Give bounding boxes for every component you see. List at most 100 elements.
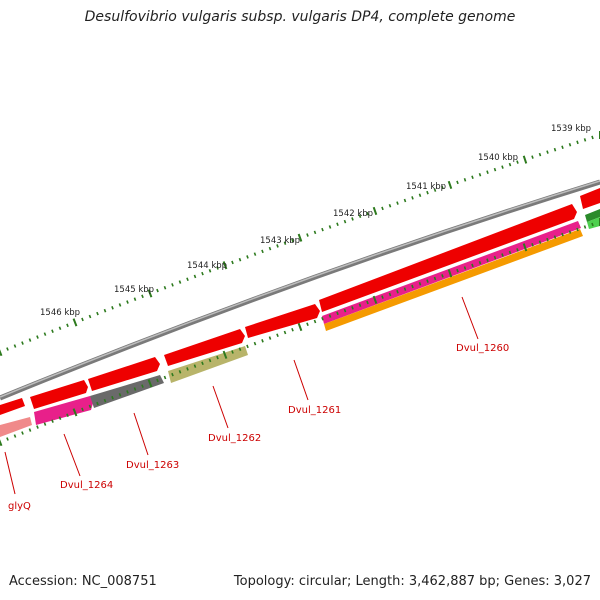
ruler-minor-tick [433, 276, 437, 281]
ruler-minor-tick [58, 416, 62, 420]
ruler-minor-tick [471, 263, 474, 268]
ruler-minor-tick [283, 241, 287, 245]
inner-scale-ruler [0, 218, 600, 447]
gene-label-dvul-1263[interactable]: Dvul_1263 [126, 460, 179, 471]
ruler-minor-tick [553, 235, 557, 239]
ruler-minor-tick [178, 370, 182, 374]
gene-label-glyq[interactable]: glyQ [8, 501, 31, 512]
ruler-minor-tick [508, 250, 512, 255]
feature-pink[interactable] [0, 417, 32, 437]
ruler-major-tick [222, 261, 228, 270]
ruler-minor-tick [366, 211, 369, 216]
ruler-minor-tick [208, 358, 212, 363]
ruler-minor-tick [306, 233, 309, 237]
feature-olive[interactable] [168, 346, 248, 383]
ruler-major-tick [147, 379, 153, 388]
accession-text: Accession: NC_008751 [9, 574, 157, 589]
gene-label-dvul-1261[interactable]: Dvul_1261 [288, 405, 341, 416]
ruler-minor-tick [21, 341, 24, 345]
gene-label-dvul-1260[interactable]: Dvul_1260 [456, 343, 509, 354]
ruler-major-tick [297, 233, 303, 242]
ruler-minor-tick [28, 428, 32, 432]
gene-feature[interactable] [164, 329, 245, 366]
gene-feature[interactable] [580, 188, 600, 209]
ruler-minor-tick [51, 419, 54, 423]
label-leaders [4, 296, 479, 495]
ruler-minor-tick [583, 225, 587, 229]
ruler-minor-tick [456, 268, 459, 273]
ruler-minor-tick [358, 303, 362, 307]
ruler-minor-tick [66, 323, 69, 328]
ruler-minor-tick [231, 350, 234, 354]
ruler-minor-tick [246, 255, 249, 259]
ruler-minor-tick [21, 431, 24, 435]
ruler-major-tick [147, 289, 153, 298]
kbp-label: 1546 kbp [40, 308, 80, 318]
ruler-minor-tick [163, 285, 167, 290]
feature-green[interactable] [585, 209, 600, 222]
ruler-minor-tick [193, 364, 197, 368]
ruler-major-tick [372, 295, 378, 304]
ruler-minor-tick [276, 333, 279, 338]
feature-orange[interactable] [324, 229, 583, 331]
feature-magenta[interactable] [34, 396, 93, 425]
gene-label-dvul-1262[interactable]: Dvul_1262 [208, 433, 261, 444]
gene-feature[interactable] [245, 304, 320, 338]
ruler-minor-tick [426, 190, 429, 195]
ruler-minor-tick [43, 422, 47, 426]
feature-light-green[interactable] [587, 217, 600, 229]
ruler-minor-tick [388, 292, 392, 297]
ruler-minor-tick [186, 277, 189, 282]
ruler-minor-tick [403, 287, 407, 291]
ruler-major-tick [222, 350, 228, 359]
ruler-minor-tick [538, 240, 542, 244]
ruler-minor-tick [163, 375, 167, 380]
ruler-minor-tick [6, 347, 9, 351]
ruler-minor-tick [516, 248, 519, 252]
ruler-minor-tick [261, 249, 264, 254]
kbp-label: 1542 kbp [333, 209, 373, 219]
gene-feature[interactable] [30, 380, 88, 409]
ruler-minor-tick [336, 311, 339, 316]
ruler-minor-tick [216, 266, 219, 270]
ruler-major-tick [372, 206, 378, 216]
ruler-minor-tick [313, 319, 317, 324]
ruler-minor-tick [208, 269, 212, 273]
ruler-minor-tick [358, 214, 362, 219]
ruler-minor-tick [231, 260, 234, 265]
ruler-minor-tick [238, 257, 242, 262]
ruler-minor-tick [268, 336, 272, 340]
gene-label-dvul-1264[interactable]: Dvul_1264 [60, 480, 113, 491]
ruler-minor-tick [276, 244, 279, 248]
ruler-minor-tick [178, 280, 182, 284]
gene-feature[interactable] [319, 204, 577, 312]
kbp-label: 1545 kbp [114, 285, 154, 295]
ruler-minor-tick [456, 180, 459, 185]
outer-scale-ruler [0, 131, 600, 357]
ruler-minor-tick [103, 308, 107, 313]
genome-backbone-highlight [0, 180, 600, 398]
ruler-minor-tick [118, 303, 122, 307]
ruler-minor-tick [343, 308, 347, 313]
map-title: Desulfovibrio vulgaris subsp. vulgaris D… [84, 9, 516, 25]
ruler-minor-tick [561, 232, 564, 237]
ruler-minor-tick [43, 332, 47, 336]
ruler-minor-tick [463, 266, 467, 270]
feature-magenta[interactable] [322, 221, 581, 324]
ruler-minor-tick [193, 274, 197, 279]
ruler-minor-tick [478, 172, 482, 177]
ruler-minor-tick [171, 283, 174, 287]
ruler-minor-tick [343, 219, 347, 224]
ruler-minor-tick [591, 222, 594, 227]
gene-feature[interactable] [88, 357, 160, 391]
ruler-minor-tick [36, 335, 39, 339]
ruler-minor-tick [418, 282, 422, 286]
ruler-minor-tick [561, 145, 564, 149]
ruler-minor-tick [141, 294, 144, 299]
gene-feature[interactable] [0, 398, 25, 415]
ruler-minor-tick [268, 246, 272, 251]
ruler-minor-tick [553, 147, 557, 152]
ruler-minor-tick [441, 185, 444, 190]
ruler-minor-tick [253, 252, 257, 256]
